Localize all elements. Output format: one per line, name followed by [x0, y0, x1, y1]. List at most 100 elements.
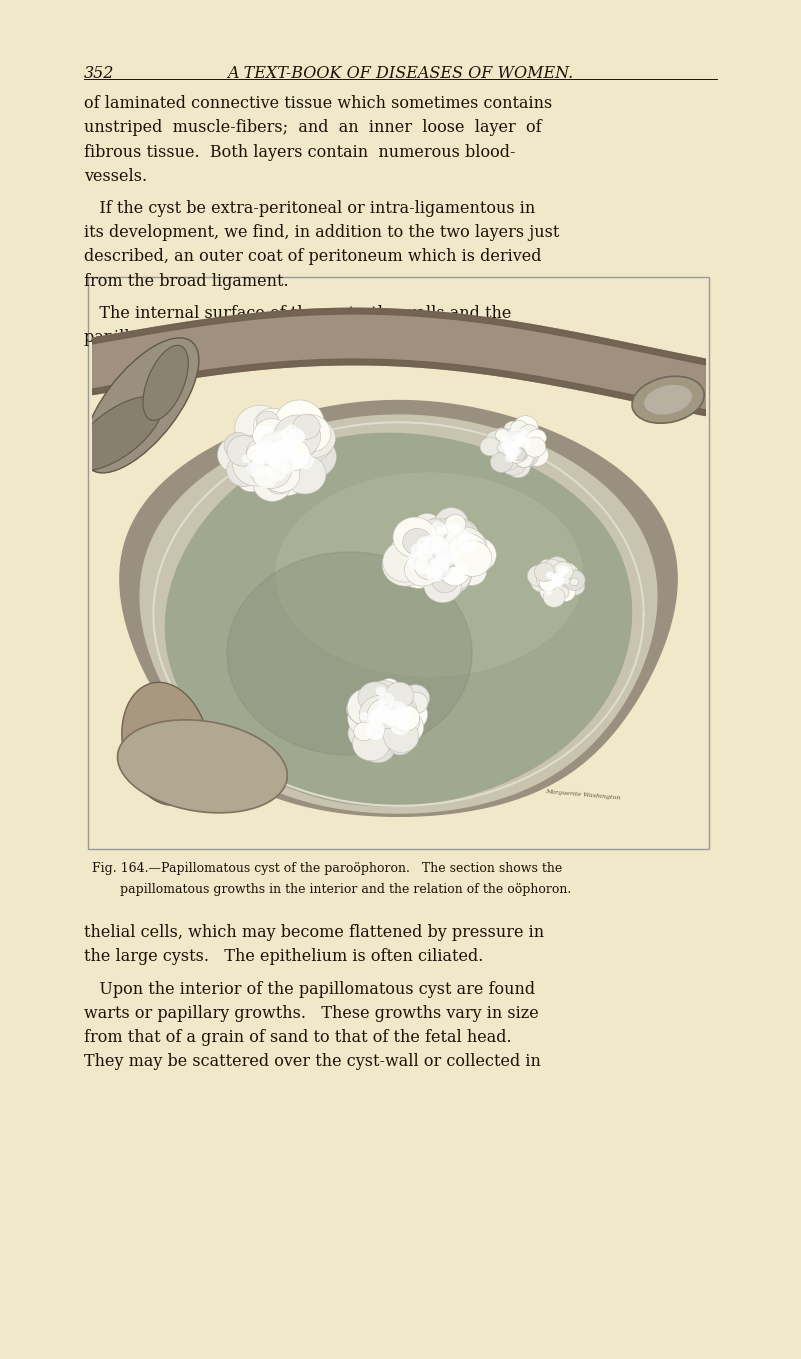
Circle shape [504, 442, 513, 450]
Circle shape [238, 434, 285, 477]
Circle shape [518, 438, 530, 448]
Circle shape [543, 587, 565, 607]
Circle shape [435, 508, 468, 538]
Text: thelial cells, which may become flattened by pressure in: thelial cells, which may become flattene… [84, 924, 544, 942]
Circle shape [348, 697, 376, 723]
Circle shape [496, 431, 523, 455]
Circle shape [427, 553, 453, 578]
Circle shape [448, 534, 488, 571]
Circle shape [501, 432, 528, 458]
Circle shape [505, 446, 518, 458]
Circle shape [384, 707, 413, 735]
Circle shape [509, 440, 520, 450]
Circle shape [250, 439, 292, 478]
Circle shape [432, 541, 449, 557]
Circle shape [518, 428, 527, 436]
Circle shape [411, 544, 426, 557]
Circle shape [515, 451, 533, 467]
Circle shape [513, 423, 524, 431]
Circle shape [542, 564, 557, 578]
Circle shape [439, 518, 479, 554]
Circle shape [280, 436, 300, 454]
Circle shape [273, 410, 301, 436]
Ellipse shape [644, 385, 692, 414]
Circle shape [263, 443, 282, 459]
Circle shape [540, 567, 562, 588]
Circle shape [367, 692, 384, 707]
Circle shape [486, 431, 504, 447]
Circle shape [432, 541, 450, 559]
Circle shape [401, 685, 429, 711]
Circle shape [375, 715, 398, 735]
Circle shape [376, 684, 407, 711]
Circle shape [268, 443, 284, 458]
Circle shape [557, 565, 567, 576]
Circle shape [290, 451, 301, 462]
Circle shape [280, 431, 310, 458]
Circle shape [525, 444, 549, 466]
Circle shape [519, 424, 538, 442]
Polygon shape [120, 401, 677, 817]
Circle shape [272, 428, 308, 461]
Circle shape [264, 454, 301, 488]
Circle shape [433, 556, 450, 572]
Circle shape [504, 446, 513, 455]
Circle shape [231, 424, 272, 463]
Circle shape [548, 567, 573, 590]
Circle shape [427, 545, 457, 572]
Circle shape [491, 438, 521, 465]
Circle shape [508, 453, 525, 469]
Circle shape [253, 419, 291, 454]
Circle shape [354, 722, 374, 741]
Circle shape [355, 713, 398, 754]
Circle shape [224, 432, 253, 459]
Text: They may be scattered over the cyst-wall or collected in: They may be scattered over the cyst-wall… [84, 1053, 541, 1071]
Circle shape [377, 701, 384, 708]
Ellipse shape [71, 397, 162, 470]
Circle shape [554, 575, 559, 579]
Circle shape [265, 440, 293, 466]
Circle shape [287, 428, 304, 443]
Text: of laminated connective tissue which sometimes contains: of laminated connective tissue which som… [84, 95, 553, 113]
Circle shape [427, 554, 453, 578]
Circle shape [423, 548, 452, 575]
Circle shape [449, 523, 473, 545]
Circle shape [528, 429, 546, 447]
Circle shape [373, 704, 400, 728]
Circle shape [549, 576, 561, 587]
Circle shape [378, 693, 395, 708]
Circle shape [400, 700, 417, 715]
Circle shape [444, 552, 457, 564]
Circle shape [547, 568, 558, 578]
Circle shape [250, 434, 267, 450]
Circle shape [423, 533, 461, 568]
Circle shape [368, 699, 400, 730]
Circle shape [259, 436, 286, 462]
Circle shape [430, 534, 467, 567]
Circle shape [512, 448, 525, 461]
Circle shape [534, 563, 555, 582]
Circle shape [453, 541, 492, 576]
Circle shape [270, 459, 280, 469]
Circle shape [359, 696, 402, 735]
Circle shape [503, 435, 526, 457]
Circle shape [450, 545, 463, 557]
Circle shape [440, 534, 485, 578]
Circle shape [273, 431, 289, 444]
Circle shape [555, 571, 574, 587]
Circle shape [545, 571, 554, 579]
Circle shape [387, 731, 413, 754]
Circle shape [445, 544, 477, 573]
Circle shape [233, 435, 265, 465]
Circle shape [252, 435, 289, 469]
Circle shape [433, 544, 453, 563]
Circle shape [382, 709, 402, 728]
Text: papillæ—is covered by a single layer of cylindrical epi-: papillæ—is covered by a single layer of … [84, 329, 530, 347]
Circle shape [553, 579, 563, 588]
Circle shape [266, 442, 278, 451]
Circle shape [507, 440, 517, 450]
Circle shape [432, 569, 445, 580]
Circle shape [265, 450, 284, 467]
Circle shape [537, 569, 563, 593]
Circle shape [348, 688, 388, 726]
